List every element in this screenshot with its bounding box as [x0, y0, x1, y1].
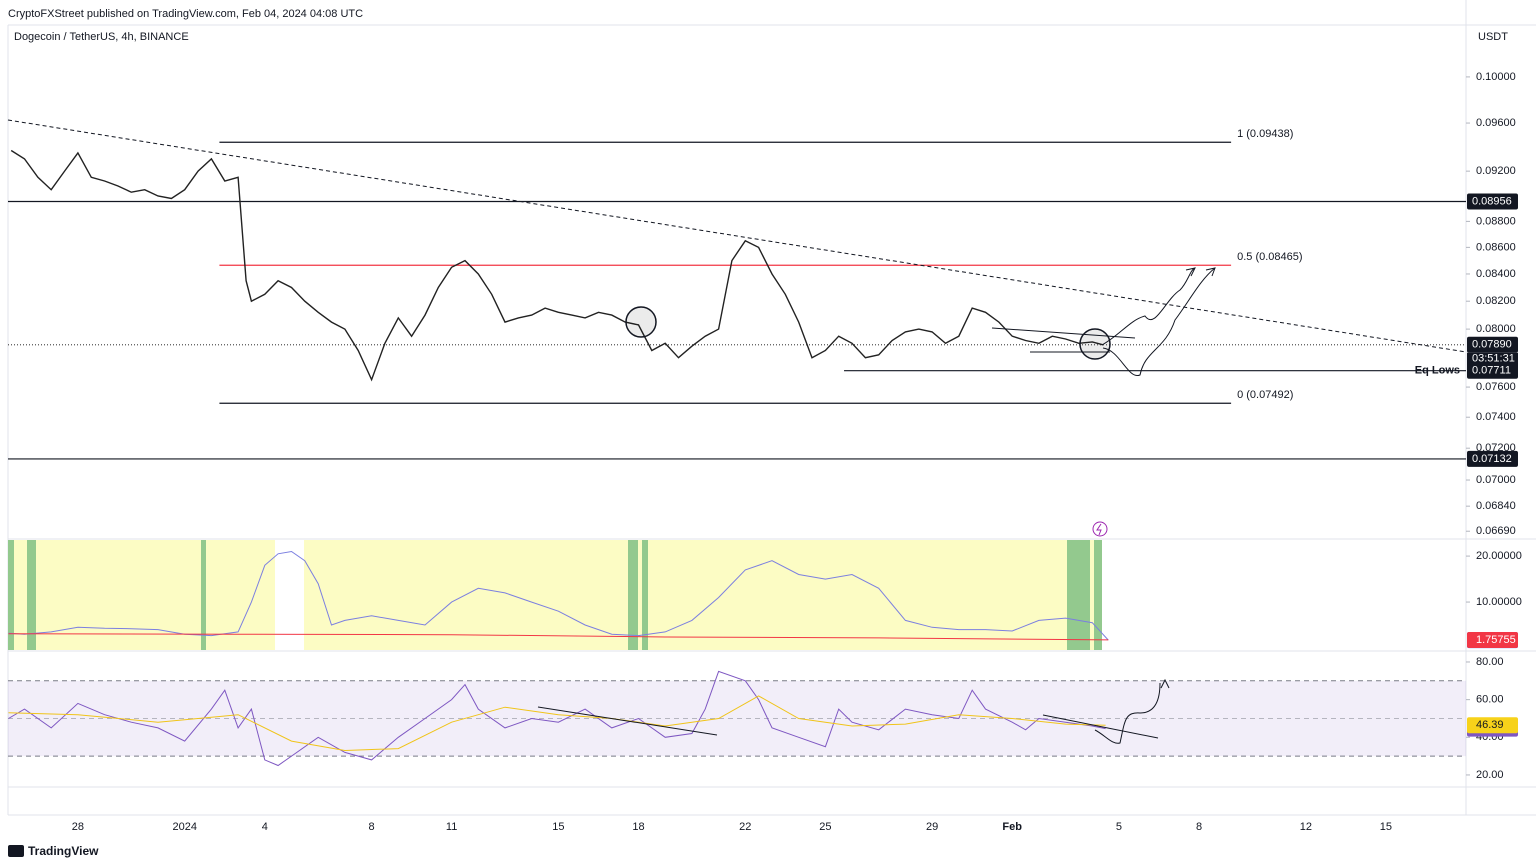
y-tick-label: 0.09200 [1476, 165, 1516, 177]
x-tick-label: 29 [926, 821, 938, 833]
y-tick-label: 0.08000 [1476, 323, 1516, 335]
x-tick-label: 22 [739, 821, 751, 833]
logo: TradingView [8, 844, 99, 858]
x-tick-label: 8 [369, 821, 375, 833]
last-value: 1.75755 [1476, 634, 1516, 646]
brand: TradingView [28, 844, 99, 858]
axis-tag [1467, 717, 1518, 734]
y-tick-label: 0.08600 [1476, 241, 1516, 253]
x-tick-label: Feb [1002, 821, 1022, 833]
x-tick-label: 15 [1380, 821, 1392, 833]
y-tick-label: 0.06690 [1476, 525, 1516, 537]
x-tick-label: 28 [72, 821, 84, 833]
x-tick-label: 8 [1196, 821, 1202, 833]
y-tick-label: 10.00000 [1476, 596, 1522, 608]
x-tick-label: 4 [262, 821, 268, 833]
x-tick-label: 5 [1116, 821, 1122, 833]
pane-frames [7, 0, 1536, 816]
unit: USDT [1478, 31, 1508, 43]
axis-tag [1467, 450, 1518, 467]
axis-tag-label: 0.08956 [1472, 195, 1512, 207]
axis-tag-label: 0.07711 [1472, 365, 1511, 377]
y-tick-label: 0.06840 [1476, 500, 1516, 512]
x-tick-label: 2024 [172, 821, 196, 833]
level-label: 0.5 (0.08465) [1237, 251, 1302, 263]
y-tick-label: 0.07600 [1476, 381, 1516, 393]
series-line [8, 633, 1109, 641]
y-tick-label: 0.09600 [1476, 117, 1516, 129]
axis-tag [1467, 193, 1518, 210]
drawings [7, 119, 1467, 744]
x-tick-label: 12 [1300, 821, 1312, 833]
y-tick-label: 0.10000 [1476, 71, 1516, 83]
y-tick-label: 20.00000 [1476, 550, 1522, 562]
countdown: 03:51:31 [1472, 353, 1515, 365]
series-line [10, 149, 1104, 382]
series-line [8, 550, 1109, 641]
y-tick-label: 0.07400 [1476, 411, 1516, 423]
y-tick-label: 0.08400 [1476, 268, 1516, 280]
level-label: 0 (0.07492) [1237, 389, 1293, 401]
indicator-background [8, 521, 1108, 650]
y-tick-label: 80.00 [1476, 656, 1504, 668]
x-tick-label: 25 [819, 821, 831, 833]
axis-tag [1467, 631, 1518, 648]
x-tick-label: 11 [446, 821, 457, 833]
axis-tag [1467, 362, 1518, 379]
y-tick-label: 0.08200 [1476, 295, 1516, 307]
x-tick-label: 18 [632, 821, 644, 833]
level-label: Eq Lows [1415, 365, 1460, 377]
chart-title: Dogecoin / TetherUS, 4h, BINANCE [14, 31, 189, 43]
publisher: CryptoFXStreet published on TradingView.… [8, 8, 363, 20]
y-tick-label: 0.07000 [1476, 474, 1516, 486]
y-tick-label: 0.08800 [1476, 215, 1516, 227]
y-tick-label: 60.00 [1476, 694, 1504, 706]
y-tick-label: 20.00 [1476, 769, 1504, 781]
axis-tag [1467, 352, 1518, 365]
level-label: 1 (0.09438) [1237, 128, 1293, 140]
axis-tag-label: 0.07132 [1472, 453, 1512, 465]
axis-tag-label: 0.07890 [1472, 339, 1512, 351]
axis-tag [1467, 336, 1518, 353]
last-value: 46.39 [1476, 719, 1504, 731]
x-tick-label: 15 [552, 821, 564, 833]
